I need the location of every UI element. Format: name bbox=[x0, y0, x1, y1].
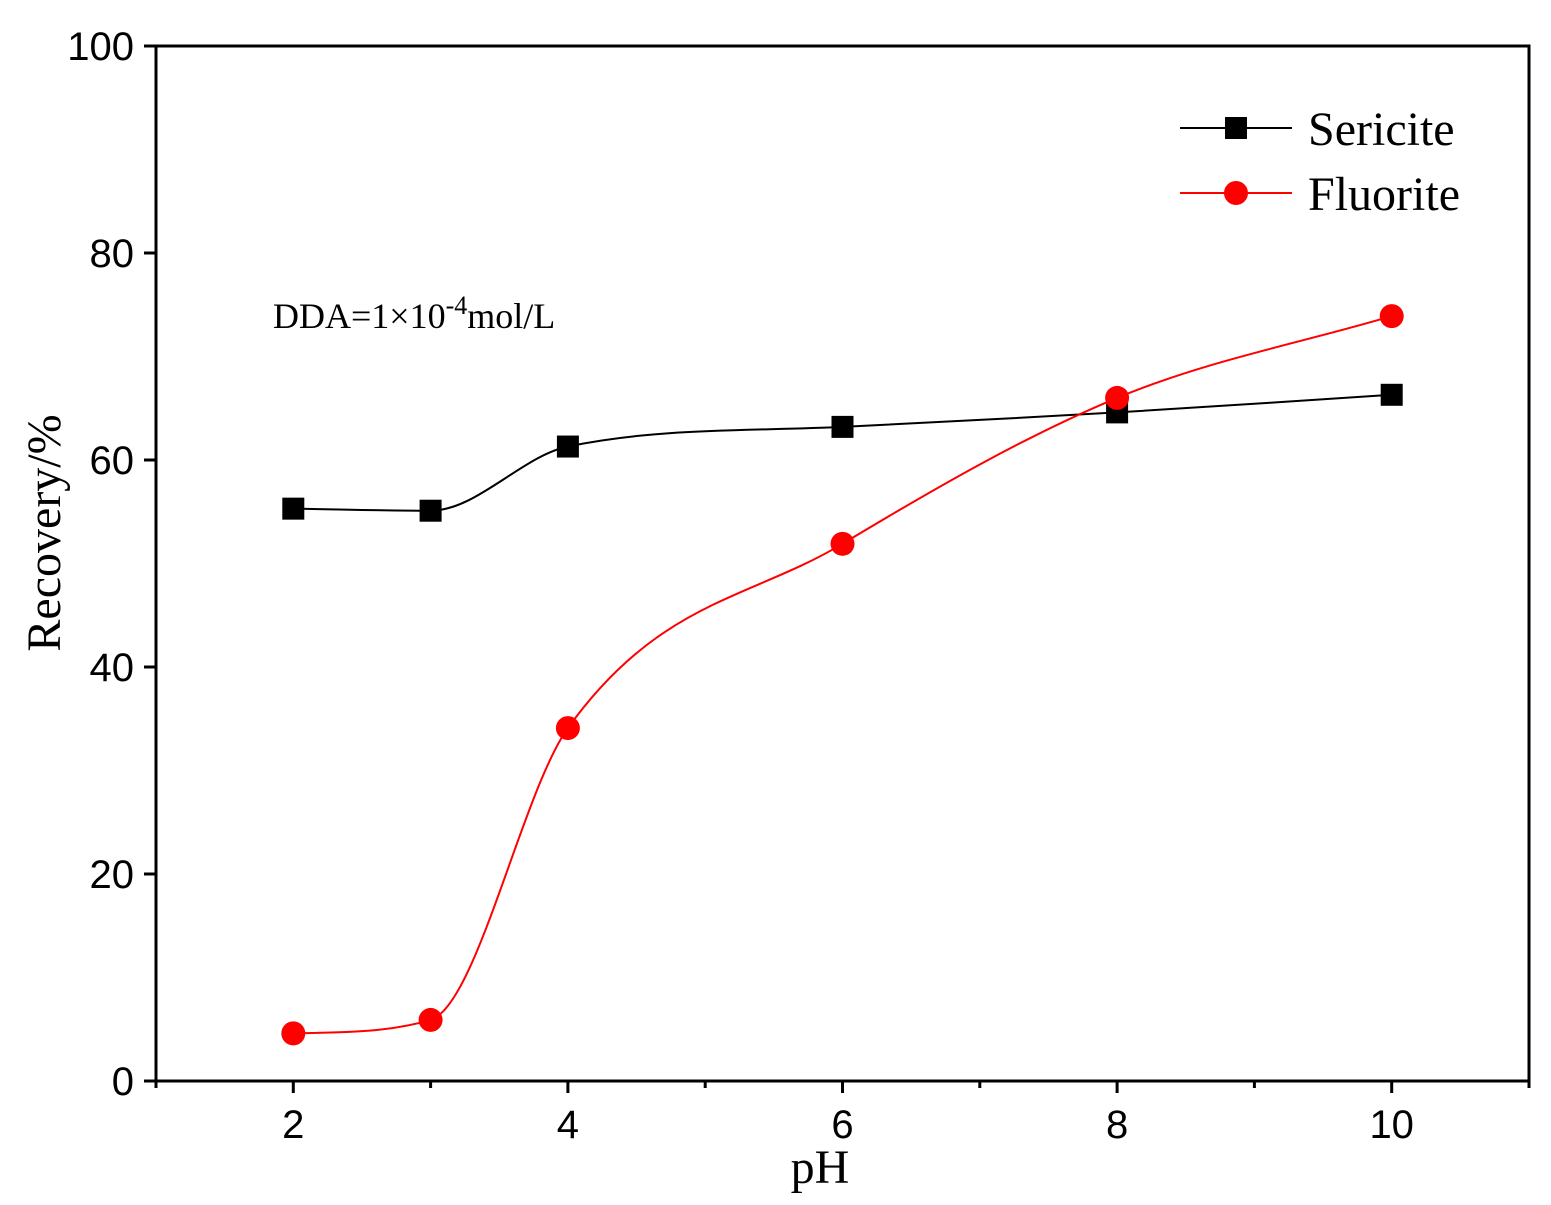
y-tick-label: 40 bbox=[90, 646, 135, 690]
legend: Sericite Fluorite bbox=[1180, 103, 1460, 221]
data-point-sericite bbox=[831, 415, 854, 438]
data-point-fluorite bbox=[830, 531, 855, 556]
y-tick-label: 20 bbox=[90, 853, 135, 897]
x-tick-label: 4 bbox=[557, 1103, 579, 1147]
legend-label-fluorite: Fluorite bbox=[1308, 168, 1460, 221]
annotation-superscript: -4 bbox=[446, 291, 468, 320]
data-point-fluorite bbox=[555, 716, 580, 741]
legend-marker-fluorite bbox=[1224, 181, 1248, 205]
series-line-sericite bbox=[293, 393, 1392, 512]
legend-marker-sericite bbox=[1225, 117, 1247, 139]
legend-label-sericite: Sericite bbox=[1308, 103, 1455, 156]
annotation-base: DDA=1×10 bbox=[273, 296, 446, 336]
data-point-sericite bbox=[282, 497, 305, 520]
annotation-suffix: mol/L bbox=[467, 296, 555, 336]
x-axis-title: pH bbox=[791, 1141, 850, 1194]
series-layer bbox=[281, 304, 1404, 1046]
y-tick-label: 100 bbox=[67, 25, 134, 69]
x-tick-label: 2 bbox=[282, 1103, 304, 1147]
data-point-fluorite bbox=[1105, 385, 1130, 410]
y-axis-ticks: 0 20 40 60 80 100 bbox=[67, 25, 156, 1104]
x-axis-ticks: 2 4 6 8 10 bbox=[154, 1081, 1531, 1147]
y-tick-label: 80 bbox=[90, 232, 135, 276]
data-point-sericite bbox=[556, 435, 579, 458]
data-point-fluorite bbox=[418, 1007, 443, 1032]
data-point-sericite bbox=[419, 499, 442, 522]
x-tick-label: 8 bbox=[1106, 1103, 1128, 1147]
data-point-fluorite bbox=[1379, 304, 1404, 329]
data-point-sericite bbox=[1380, 383, 1403, 406]
y-tick-label: 60 bbox=[90, 439, 135, 483]
y-axis-title: Recovery/% bbox=[18, 414, 71, 651]
x-tick-label: 10 bbox=[1369, 1103, 1414, 1147]
x-tick-label: 6 bbox=[831, 1103, 853, 1147]
data-point-fluorite bbox=[281, 1021, 306, 1046]
annotation-dda: DDA=1×10-4mol/L bbox=[273, 291, 555, 336]
y-tick-label: 0 bbox=[112, 1060, 134, 1104]
